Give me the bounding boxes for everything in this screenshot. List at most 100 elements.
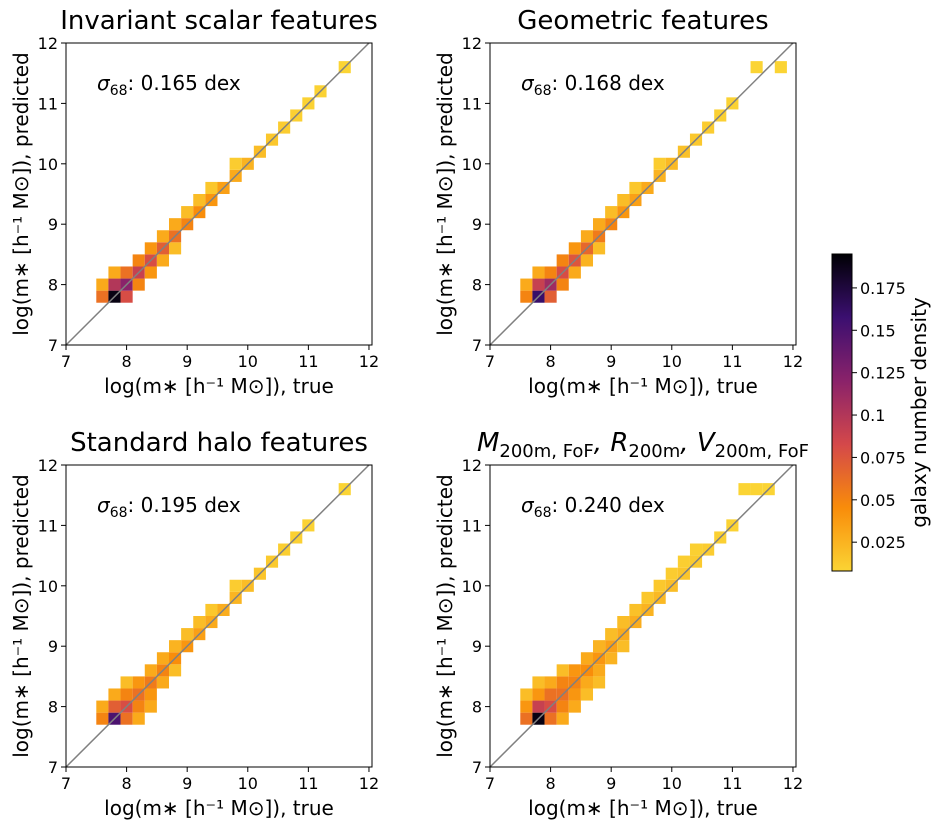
- heat-cell: [108, 700, 121, 713]
- heat-cell: [605, 628, 618, 641]
- x-tick-label: 10: [662, 774, 682, 793]
- heat-cell: [144, 688, 157, 701]
- x-tick-label: 11: [722, 774, 742, 793]
- y-tick-label: 9: [472, 215, 482, 234]
- heat-cell: [580, 676, 594, 689]
- x-tick-label: 7: [485, 352, 495, 371]
- y-tick-label: 12: [462, 34, 482, 53]
- heat-cell: [556, 254, 569, 267]
- x-tick-label: 10: [662, 352, 682, 371]
- heat-cell: [520, 290, 533, 303]
- heat-cell: [132, 676, 145, 689]
- colorbar-tick-label: 0.175: [860, 279, 906, 298]
- heat-cell: [108, 688, 121, 701]
- heat-cell: [580, 254, 594, 267]
- sigma-sub: 68: [110, 83, 128, 99]
- sigma-symbol: σ: [521, 71, 535, 95]
- heat-cell: [229, 579, 242, 592]
- heat-cell: [169, 640, 182, 653]
- heat-cell: [653, 157, 666, 170]
- x-axis-label: log(m∗ [h⁻¹ M⊙]), true: [104, 796, 334, 820]
- heat-cell: [617, 194, 630, 207]
- colorbar-tick-label: 0.1: [860, 406, 885, 425]
- heat-cell: [556, 676, 569, 689]
- heat-cell: [205, 181, 218, 194]
- x-tick-label: 8: [122, 774, 132, 793]
- y-tick-label: 10: [462, 577, 482, 596]
- heat-cell: [568, 688, 581, 701]
- x-tick-label: 8: [546, 774, 556, 793]
- sigma-symbol: σ: [97, 71, 111, 95]
- y-tick-label: 7: [48, 758, 58, 777]
- title-base: , R: [594, 428, 629, 458]
- sigma-sub: 68: [110, 505, 128, 521]
- heat-cell: [520, 712, 533, 725]
- heat-cell: [205, 603, 218, 616]
- sigma-text: : 0.240 dex: [552, 493, 665, 517]
- x-tick-label: 8: [122, 352, 132, 371]
- heat-cell: [156, 652, 170, 665]
- x-axis-label: log(m∗ [h⁻¹ M⊙]), true: [104, 374, 334, 398]
- y-tick-label: 7: [472, 336, 482, 355]
- heat-cell: [132, 254, 145, 267]
- heat-cell: [580, 652, 594, 665]
- heat-cell: [156, 254, 170, 267]
- y-tick-label: 11: [38, 516, 58, 535]
- y-tick-label: 7: [48, 336, 58, 355]
- heat-cell: [629, 603, 642, 616]
- axes-frame: [65, 464, 373, 768]
- colorbar-tick-label: 0.025: [860, 533, 906, 552]
- heat-cell: [677, 555, 690, 568]
- y-tick-label: 8: [48, 698, 58, 717]
- y-tick-label: 8: [472, 276, 482, 295]
- heat-cell: [629, 181, 642, 194]
- x-tick-label: 7: [61, 774, 71, 793]
- heat-cell: [520, 278, 533, 291]
- heat-cell: [169, 242, 182, 255]
- sigma-annotation: σ68: 0.168 dex: [521, 71, 665, 99]
- y-tick-label: 9: [48, 215, 58, 234]
- y-tick-label: 12: [462, 456, 482, 475]
- heat-cell: [532, 676, 545, 689]
- y-tick-label: 12: [38, 34, 58, 53]
- identity-line: [65, 42, 370, 346]
- y-tick-label: 11: [462, 94, 482, 113]
- heat-cell: [580, 230, 594, 243]
- x-tick-label: 10: [238, 352, 258, 371]
- heat-cell: [120, 688, 133, 701]
- heat-cell: [532, 700, 545, 713]
- heat-cell: [665, 567, 678, 580]
- x-tick-label: 11: [298, 774, 318, 793]
- sigma-annotation: σ68: 0.165 dex: [97, 71, 241, 99]
- heat-cell: [156, 676, 170, 689]
- x-tick-label: 9: [606, 774, 616, 793]
- x-tick-label: 12: [783, 774, 803, 793]
- heat-cell: [738, 483, 751, 496]
- sigma-text: : 0.195 dex: [128, 493, 241, 517]
- colorbar-tick-label: 0.05: [860, 491, 896, 510]
- heat-cell: [108, 278, 121, 291]
- panel-title: Invariant scalar features: [60, 6, 378, 36]
- y-tick-label: 8: [472, 698, 482, 717]
- sigma-symbol: σ: [97, 493, 111, 517]
- y-axis-label: log(m∗ [h⁻¹ M⊙]), predicted: [9, 52, 33, 336]
- heat-cell: [532, 278, 545, 291]
- heat-cell: [653, 579, 666, 592]
- heat-cell: [593, 664, 606, 677]
- x-tick-label: 12: [783, 352, 803, 371]
- heat-cell: [544, 676, 557, 689]
- heat-cell: [556, 712, 569, 725]
- heat-cell: [229, 157, 242, 170]
- colorbar: [831, 253, 853, 572]
- x-tick-label: 11: [722, 352, 742, 371]
- heat-cell: [193, 616, 206, 629]
- panel-title: Geometric features: [517, 6, 768, 36]
- title-sub: 200m, FoF: [499, 441, 593, 462]
- heat-cell: [108, 266, 121, 279]
- axes-frame: [65, 42, 373, 346]
- x-tick-label: 9: [182, 774, 192, 793]
- heat-cell: [96, 700, 109, 713]
- heat-cell: [181, 206, 194, 219]
- heat-cell: [568, 700, 581, 713]
- heat-cell: [169, 664, 182, 677]
